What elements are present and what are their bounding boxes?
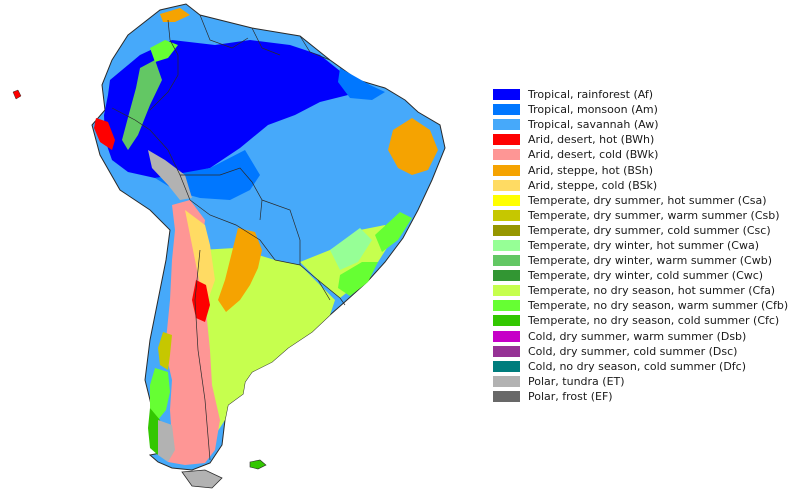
legend-label: Cold, dry summer, cold summer (Dsc) [528,344,738,358]
legend-label: Arid, steppe, cold (BSk) [528,178,658,192]
legend-item: Tropical, rainforest (Af) [493,87,798,102]
legend-swatch [493,345,520,357]
climate-region-csb-chile [158,332,172,370]
legend-swatch [493,89,520,101]
climate-region-bwh-chile [192,280,210,322]
legend-item: Temperate, dry summer, cold summer (Csc) [493,223,798,238]
legend-item: Arid, steppe, hot (BSh) [493,162,798,177]
legend-swatch [493,209,520,221]
legend-label: Temperate, dry summer, warm summer (Csb) [528,208,780,222]
legend-item: Tropical, monsoon (Am) [493,102,798,117]
legend-item: Polar, tundra (ET) [493,374,798,389]
legend-item: Cold, dry summer, cold summer (Dsc) [493,344,798,359]
legend-item: Temperate, dry winter, warm summer (Cwb) [493,253,798,268]
legend-item: Temperate, dry winter, cold summer (Cwc) [493,268,798,283]
legend-label: Cold, no dry season, cold summer (Dfc) [528,359,747,373]
climate-region-cfb-southeast [338,262,378,296]
climate-region-bsk [185,210,215,300]
legend-swatch [493,104,520,116]
legend-swatch [493,375,520,387]
legend-label: Tropical, rainforest (Af) [528,88,654,102]
legend-label: Temperate, dry summer, cold summer (Csc) [528,223,771,237]
climate-region-bwk-south [165,200,220,465]
legend-label: Temperate, dry winter, warm summer (Cwb) [528,254,772,268]
legend-label: Arid, steppe, hot (BSh) [528,163,654,177]
legend-swatch [493,360,520,372]
climate-region-am-north [338,68,385,100]
legend-item: Cold, no dry season, cold summer (Dfc) [493,359,798,374]
legend-swatch [493,179,520,191]
climate-region-cwb-andes [122,60,162,150]
legend-item: Cold, dry summer, warm summer (Dsb) [493,329,798,344]
legend-label: Arid, desert, cold (BWk) [528,148,659,162]
legend-label: Polar, frost (EF) [528,389,613,403]
climate-region-bwh-atacama [94,118,115,150]
legend-label: Temperate, dry winter, hot summer (Cwa) [528,238,759,252]
legend-label: Temperate, no dry season, cold summer (C… [528,314,780,328]
legend-label: Temperate, no dry season, hot summer (Cf… [528,284,776,298]
legend-label: Temperate, dry winter, cold summer (Cwc) [528,269,764,283]
legend-swatch [493,164,520,176]
legend-swatch [493,224,520,236]
legend-item: Temperate, no dry season, hot summer (Cf… [493,283,798,298]
climate-region-bsh-chaco [218,228,262,312]
legend-swatch [493,255,520,267]
legend-swatch [493,194,520,206]
legend-swatch [493,134,520,146]
legend-item: Temperate, dry summer, hot summer (Csa) [493,193,798,208]
climate-region-bsh-caribbean [160,8,190,22]
legend-item: Temperate, dry summer, warm summer (Csb) [493,208,798,223]
legend-swatch [493,285,520,297]
legend-label: Arid, desert, hot (BWh) [528,133,655,147]
falkland-islands [249,459,267,470]
climate-region-et-andes [148,150,192,200]
legend-swatch [493,239,520,251]
climate-region-et-patagonia [158,420,175,462]
legend-label: Polar, tundra (ET) [528,374,625,388]
legend-swatch [493,149,520,161]
tierra-del-fuego [181,469,223,489]
legend-item: Temperate, dry winter, hot summer (Cwa) [493,238,798,253]
legend-swatch [493,315,520,327]
legend-item: Arid, desert, hot (BWh) [493,132,798,147]
legend-label: Tropical, monsoon (Am) [528,103,658,117]
legend: Tropical, rainforest (Af) Tropical, monso… [493,87,798,404]
legend-item: Arid, steppe, cold (BSk) [493,178,798,193]
climate-region-cfb-coast [375,212,412,252]
legend-label: Tropical, savannah (Aw) [528,118,659,132]
country-borders [111,14,346,461]
galapagos-islands [12,89,22,100]
climate-region-cwa-southeast [330,228,372,270]
legend-item: Arid, desert, cold (BWk) [493,147,798,162]
legend-item: Tropical, savannah (Aw) [493,117,798,132]
legend-swatch [493,300,520,312]
legend-item: Temperate, no dry season, warm summer (C… [493,298,798,313]
climate-region-cfb-chile [150,368,170,420]
legend-item: Temperate, no dry season, cold summer (C… [493,313,798,328]
legend-swatch [493,390,520,402]
legend-swatch [493,330,520,342]
climate-region-cfb-andes [150,40,178,62]
climate-region-af [104,40,365,178]
legend-label: Cold, dry summer, warm summer (Dsb) [528,329,747,343]
legend-swatch [493,270,520,282]
legend-label: Temperate, no dry season, warm summer (C… [528,299,789,313]
legend-item: Polar, frost (EF) [493,389,798,404]
legend-swatch [493,119,520,131]
legend-label: Temperate, dry summer, hot summer (Csa) [528,193,767,207]
climate-region-bsh-brazil [388,118,438,175]
